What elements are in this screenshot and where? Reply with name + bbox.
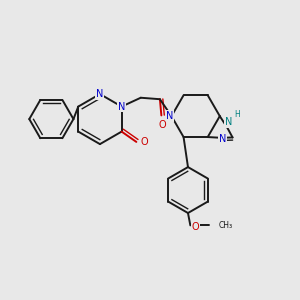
Text: N: N [225, 117, 232, 127]
Text: O: O [158, 120, 166, 130]
Text: CH₃: CH₃ [219, 221, 233, 230]
Text: N: N [219, 134, 226, 144]
Text: N: N [96, 89, 103, 99]
Text: N: N [166, 111, 174, 121]
Text: O: O [141, 137, 148, 148]
Text: O: O [192, 222, 200, 232]
Text: H: H [235, 110, 240, 118]
Text: N: N [118, 102, 125, 112]
